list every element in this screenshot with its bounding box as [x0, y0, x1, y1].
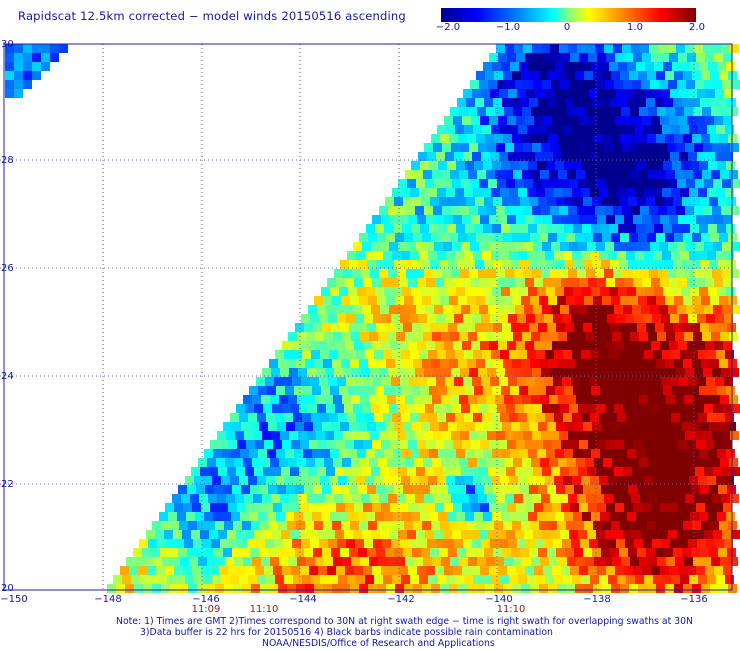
- lat-label-28: 28: [1, 155, 14, 166]
- lon-label-144: −144: [289, 594, 316, 605]
- lat-label-24: 24: [1, 371, 14, 382]
- lat-label-26: 26: [1, 263, 14, 274]
- lon-label-142: −142: [387, 594, 414, 605]
- lon-label-146: −146: [192, 594, 219, 605]
- lon-label-140: −140: [485, 594, 512, 605]
- swath-time-label: 11:10: [250, 604, 279, 615]
- colorbar-tick-label: 1.0: [627, 22, 643, 33]
- lat-label-30: 30: [1, 39, 14, 50]
- lat-label-20: 20: [1, 583, 14, 594]
- colorbar-tick-label: 2.0: [689, 22, 705, 33]
- map-grid: [0, 44, 732, 590]
- lon-label-136: −136: [680, 594, 707, 605]
- colorbar-tick-label: −2.0: [435, 22, 461, 33]
- lat-label-22: 22: [1, 479, 14, 490]
- lon-label-150: −150: [0, 594, 27, 605]
- swath-time-label: 11:09: [192, 604, 221, 615]
- colorbar-tick-label: −1.0: [495, 22, 521, 33]
- footnote-line-1: Note: 1) Times are GMT 2)Times correspon…: [116, 616, 693, 627]
- footnote-line-3: NOAA/NESDIS/Office of Research and Appli…: [262, 638, 495, 649]
- swath-time-label: 11:10: [497, 604, 526, 615]
- colorbar-tick-label: 0: [563, 22, 571, 33]
- lon-label-148: −148: [94, 594, 121, 605]
- footnote-line-2: 3)Data buffer is 22 hrs for 20150516 4) …: [140, 627, 553, 638]
- lon-label-138: −138: [583, 594, 610, 605]
- colorbar: [441, 8, 696, 22]
- map-frame: [3, 43, 733, 591]
- map-title: Rapidscat 12.5km corrected − model winds…: [18, 9, 406, 23]
- swath-cells: [5, 44, 740, 593]
